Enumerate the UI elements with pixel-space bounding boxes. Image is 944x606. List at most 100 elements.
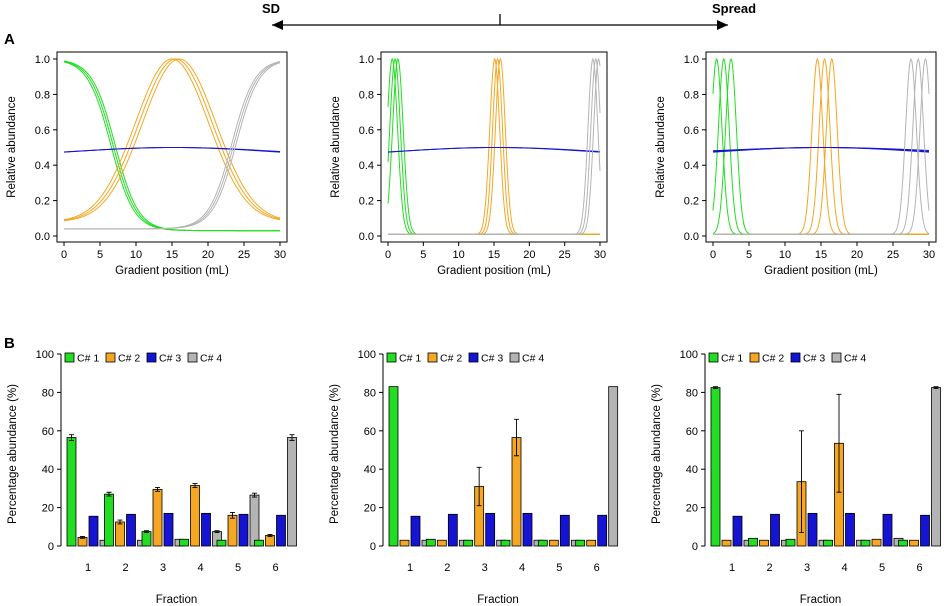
bar-C1-fraction-4 [500,539,511,547]
bar-C3-fraction-5 [559,514,570,547]
x-tick-label: 15 [166,249,178,261]
y-tick-label: 0.4 [35,160,50,172]
legend-swatch [146,352,157,363]
series-line-C4-2 [388,57,601,235]
error-bar [192,483,198,488]
line-chart-high-spread: 0 5 10 15 20 25 30 0.0 0.2 0.4 0.6 0.8 1.0 Gradient p… [655,51,937,277]
y-axis-label: Relative abundance [330,96,342,198]
bar-C1-fraction-3 [141,531,152,547]
y-axis-label: Relative abundance [6,96,18,198]
x-tick-label: 15 [815,249,827,261]
bar-C4-fraction-5 [249,494,260,547]
legend-label: C# 2 [440,353,462,365]
series-line-C4-3 [64,62,281,230]
bar-C1-fraction-2 [104,493,114,547]
y-tick-label: 80 [686,387,698,399]
y-axis-label: Percentage abundance (%) [651,384,663,524]
bar-C3-fraction-6 [276,514,286,547]
bar-C1-fraction-2 [425,538,436,547]
bar-C3-fraction-2 [770,513,780,547]
bar-C3-fraction-1 [732,515,743,547]
legend-swatch [749,352,760,363]
series-line-C2-3 [713,57,929,235]
x-axis-label: Fraction [477,594,519,606]
line-chart-low-sd: 0 5 10 15 20 25 30 0.0 0.2 0.4 0.6 0.8 1.0 Gradient p… [330,51,608,277]
legend-swatch [708,352,719,363]
x-axis-label: Gradient position (mL) [115,265,229,277]
legend-label: C# 2 [762,353,784,365]
x-tick-label: 25 [238,249,250,261]
panel-label-a: A [4,31,15,48]
y-tick-label: 80 [364,387,376,399]
series-line-C3-2 [63,147,281,153]
line-chart-high-sd: 0 5 10 15 20 25 30 0.0 0.2 0.4 0.6 0.8 1.0 Gradient p… [6,51,288,277]
bar-C1-fraction-1 [66,437,77,547]
series-line-C2-3 [388,57,600,235]
bar-C4-fraction-6 [287,437,297,547]
y-tick-label: 20 [42,503,54,515]
x-tick-label: 2 [766,562,772,574]
y-tick-label: 0.4 [359,160,374,172]
bar-C1-fraction-5 [860,539,871,547]
bar-C1-fraction-4 [823,539,833,547]
bar-C3-fraction-6 [597,514,608,547]
bar-C2-fraction-5 [227,514,238,547]
x-tick-label: 0 [385,249,391,261]
error-bar [117,519,123,525]
legend-swatch [187,352,198,363]
x-tick-label: 4 [197,562,203,574]
bar-C1-fraction-4 [179,538,189,547]
y-tick-label: 0.8 [684,89,699,101]
y-axis-label: Relative abundance [655,96,667,198]
x-axis-label: Fraction [800,594,842,606]
y-tick-label: 0.2 [359,196,374,208]
error-bar [144,530,149,534]
x-tick-label: 2 [444,562,450,574]
y-tick-label: 80 [42,387,54,399]
bar-C3-fraction-2 [126,513,136,547]
bar-chart-high-spread: 0 20 40 60 80 100 1 2 3 4 5 6 C# 1 C# 2 C# 3 C# 4 Fracti… [651,349,941,606]
y-axis-label: Percentage abundance (%) [7,384,19,524]
y-tick-label: 100 [358,349,376,361]
bar-C2-fraction-5 [871,538,882,547]
y-tick-label: 0 [48,541,54,553]
y-tick-label: 60 [364,426,376,438]
error-bar [514,418,519,457]
bar-C1-fraction-1 [388,386,399,547]
legend-swatch [427,352,438,363]
x-tick-label: 5 [235,562,241,574]
x-tick-label: 3 [804,562,810,574]
series-line-C4-1 [388,57,601,235]
x-tick-label: 4 [841,562,847,574]
bar-C1-fraction-2 [748,537,758,547]
bar-C4-fraction-6 [931,387,941,547]
error-bar [80,535,85,539]
y-tick-label: 0.6 [35,125,50,137]
x-tick-label: 20 [851,249,863,261]
series-line-C2-3 [63,58,281,222]
bar-chart-high-sd: 0 20 40 60 80 100 1 2 3 4 5 6 C# 1 C# 2 C# 3 C# 4 Fracti… [7,349,297,606]
error-bar [69,434,74,441]
bar-C3-fraction-5 [882,513,893,547]
bar-C1-fraction-5 [216,539,227,547]
bar-C3-fraction-2 [447,513,458,547]
legend-label: C# 4 [844,353,866,365]
error-bar [106,491,112,497]
legend-label: C# 4 [522,353,544,365]
x-tick-label: 15 [488,249,500,261]
x-tick-label: 25 [887,249,899,261]
bar-C3-fraction-4 [522,512,533,547]
sd-spread-arrow [272,14,728,30]
bar-C3-fraction-4 [201,512,211,547]
x-tick-label: 20 [202,249,214,261]
bar-C1-fraction-6 [898,539,908,547]
legend-swatch [468,352,479,363]
x-tick-label: 30 [923,249,935,261]
x-tick-label: 1 [729,562,735,574]
x-tick-label: 4 [519,562,525,574]
x-tick-label: 3 [160,562,166,574]
x-tick-label: 10 [779,249,791,261]
x-tick-label: 0 [710,249,716,261]
arrow-left-head [272,20,283,30]
